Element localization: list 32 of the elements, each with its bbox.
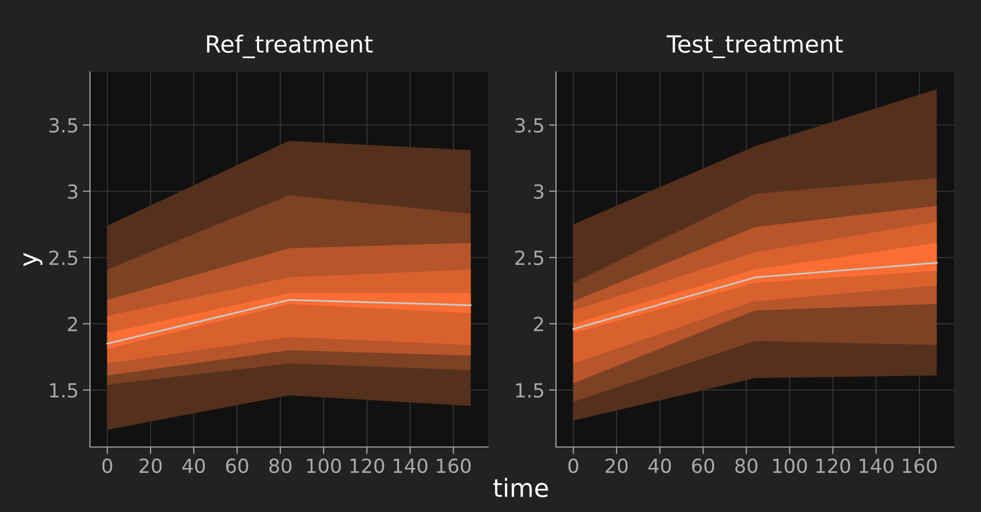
y-axis-title: y [24,252,42,266]
x-axis-title: time [493,478,548,498]
chart-title: Test_treatment [666,35,843,58]
y-tick-label: 1.5 [516,383,544,398]
x-tick-label: 160 [902,458,937,474]
x-tick-label: 40 [648,458,671,474]
y-tick-label: 3.5 [49,118,78,133]
y-tick-label: 1.5 [50,383,78,398]
y-tick-label: 3 [534,184,544,199]
x-tick-label: 80 [269,458,292,474]
x-tick-label: 140 [394,458,428,474]
x-tick-label: 20 [140,458,162,474]
x-tick-label: 120 [350,458,384,474]
x-tick-label: 60 [692,458,714,474]
y-tick-label: 2.5 [49,250,78,266]
x-tick-label: 160 [436,458,471,474]
chart-title: Ref_treatment [207,34,373,58]
x-tick-label: 0 [568,458,578,474]
x-tick-label: 0 [102,458,112,474]
x-tick-label: 40 [182,458,205,474]
y-tick-label: 2.5 [515,250,544,266]
y-tick-label: 3 [68,184,78,199]
x-tick-label: 20 [606,458,628,474]
x-tick-label: 100 [773,458,807,474]
x-tick-label: 60 [226,458,248,474]
x-tick-label: 100 [307,458,341,474]
y-tick-label: 2 [534,316,543,332]
x-tick-label: 120 [816,458,850,474]
x-tick-label: 80 [735,458,758,474]
y-tick-label: 2 [68,316,77,332]
x-tick-label: 140 [860,458,894,474]
y-tick-label: 3.5 [515,118,544,133]
